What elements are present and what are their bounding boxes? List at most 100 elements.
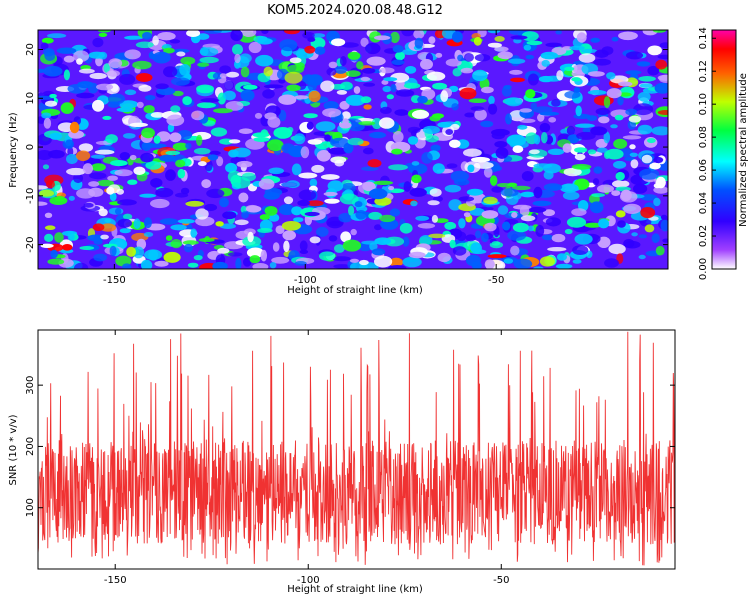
- spectrogram-cell: [465, 234, 476, 242]
- spectrogram-cell: [590, 37, 600, 43]
- spectrogram-cell: [466, 188, 484, 196]
- spectrogram-cell: [371, 117, 382, 130]
- spectrogram-cell: [255, 54, 274, 67]
- spectrogram-cell: [662, 238, 668, 243]
- spectrogram-cell: [409, 187, 427, 197]
- spectrogram-cell: [547, 247, 567, 252]
- spectrogram-cell: [606, 88, 622, 99]
- snr-series-line: [37, 331, 676, 566]
- spectrogram-cell: [437, 252, 451, 263]
- spectrogram-cell: [312, 33, 326, 38]
- spectrogram-cell: [41, 37, 54, 44]
- spectrogram-cell: [432, 82, 448, 90]
- spectrogram-cell: [44, 225, 56, 230]
- spectrogram-cell: [107, 93, 126, 105]
- spectrogram-cell: [629, 152, 638, 157]
- spectrogram-cell: [444, 221, 457, 230]
- spectrogram-cell: [388, 164, 408, 171]
- spectrogram-cell: [142, 32, 152, 40]
- spectrogram-cell: [155, 83, 169, 90]
- spectrogram-cell: [457, 54, 464, 62]
- spectrogram-cell: [199, 47, 219, 57]
- spectrogram-cell: [320, 80, 335, 92]
- spectrogram-cell: [283, 30, 300, 35]
- spectrogram-cell: [169, 132, 182, 143]
- spectrogram-cell: [578, 53, 596, 63]
- spectrogram-cell: [633, 183, 648, 194]
- spectrogram-cell: [219, 197, 229, 208]
- spectrogram-cell: [263, 84, 284, 89]
- spectrogram-blobs: [38, 30, 668, 269]
- spectrogram-cell: [291, 163, 302, 176]
- spectrogram-cell: [281, 182, 298, 188]
- spectrogram-cell: [574, 233, 593, 245]
- snr-x-tick-label: -100: [297, 575, 320, 586]
- spectrogram-cell: [234, 219, 249, 226]
- spectrogram-cell: [408, 251, 426, 259]
- spectrogram-cell: [343, 142, 354, 154]
- snr-y-tick-label: 200: [25, 437, 36, 456]
- snr-frame: [37, 329, 676, 570]
- spectrogram-cell: [83, 202, 94, 208]
- spectrogram-cell: [64, 139, 74, 149]
- spectrogram-cell: [458, 196, 475, 202]
- spectrogram-cell: [584, 222, 602, 228]
- spectrogram-cell: [513, 258, 533, 269]
- spectrogram-cell: [324, 198, 340, 204]
- spectrogram-cell: [278, 109, 287, 122]
- spectrogram-cell: [363, 82, 376, 87]
- spectrogram-cell: [405, 66, 417, 74]
- spectrogram-cell: [474, 109, 487, 121]
- spectrogram-cell: [132, 60, 152, 70]
- spectrogram-cell: [623, 203, 642, 214]
- spectrogram-cell: [659, 74, 668, 83]
- spectrogram-cell: [548, 117, 557, 123]
- spectrogram-cell: [283, 196, 294, 205]
- spectrogram-cell: [298, 189, 317, 201]
- spectrogram-cell: [639, 168, 660, 180]
- spectrogram-cell: [241, 211, 249, 219]
- spectrogram-cell: [172, 90, 184, 97]
- spectrogram-cell: [598, 218, 610, 229]
- spectrogram-cell: [66, 167, 86, 176]
- spectrogram-cell: [638, 234, 648, 239]
- spectrogram-cell: [281, 221, 301, 231]
- spectrogram-cell: [506, 134, 527, 147]
- spectrogram-cell: [223, 90, 236, 101]
- colorbar-tick-label: 0.08: [698, 126, 709, 148]
- spectrogram-cell: [391, 148, 403, 155]
- spectrogram-cell: [417, 95, 428, 104]
- spectrogram-cell: [122, 263, 132, 269]
- spectrogram-cell: [517, 124, 528, 130]
- spectrogram-cell: [630, 159, 639, 169]
- spectrogram-cell: [654, 82, 668, 94]
- spectrogram-cell: [68, 195, 75, 201]
- spectrogram-cell: [89, 72, 107, 80]
- spectrogram-cell: [592, 178, 600, 186]
- spectrogram-cell: [419, 235, 433, 246]
- snr-y-ticks: 100 200 300: [25, 376, 675, 517]
- spectrogram-cell: [152, 51, 171, 64]
- spectrogram-cell: [421, 152, 433, 164]
- spectrogram-cell: [338, 212, 353, 223]
- spectrogram-cell: [97, 179, 115, 187]
- spectrogram-cell: [407, 126, 421, 134]
- spectrogram-cell: [248, 41, 262, 54]
- spectrogram-cell: [429, 188, 442, 197]
- spectrogram-cell: [238, 128, 253, 134]
- spectrogram-cell: [38, 150, 53, 160]
- spectrogram-cell: [509, 30, 523, 35]
- spectrogram-cell: [497, 205, 509, 215]
- spectrogram-cell: [46, 180, 55, 189]
- spectrogram-cell: [491, 186, 504, 193]
- spectrogram-cell: [177, 168, 186, 179]
- spectrogram-cell: [82, 163, 94, 175]
- spectrogram-cell: [319, 251, 336, 261]
- spectrogram-cell: [622, 135, 642, 140]
- spectrogram-cell: [243, 84, 258, 90]
- spectrogram-cell: [507, 58, 526, 64]
- spectrogram-cell: [300, 146, 310, 159]
- spectrogram-cell: [252, 263, 269, 269]
- spectrogram-cell: [395, 51, 405, 61]
